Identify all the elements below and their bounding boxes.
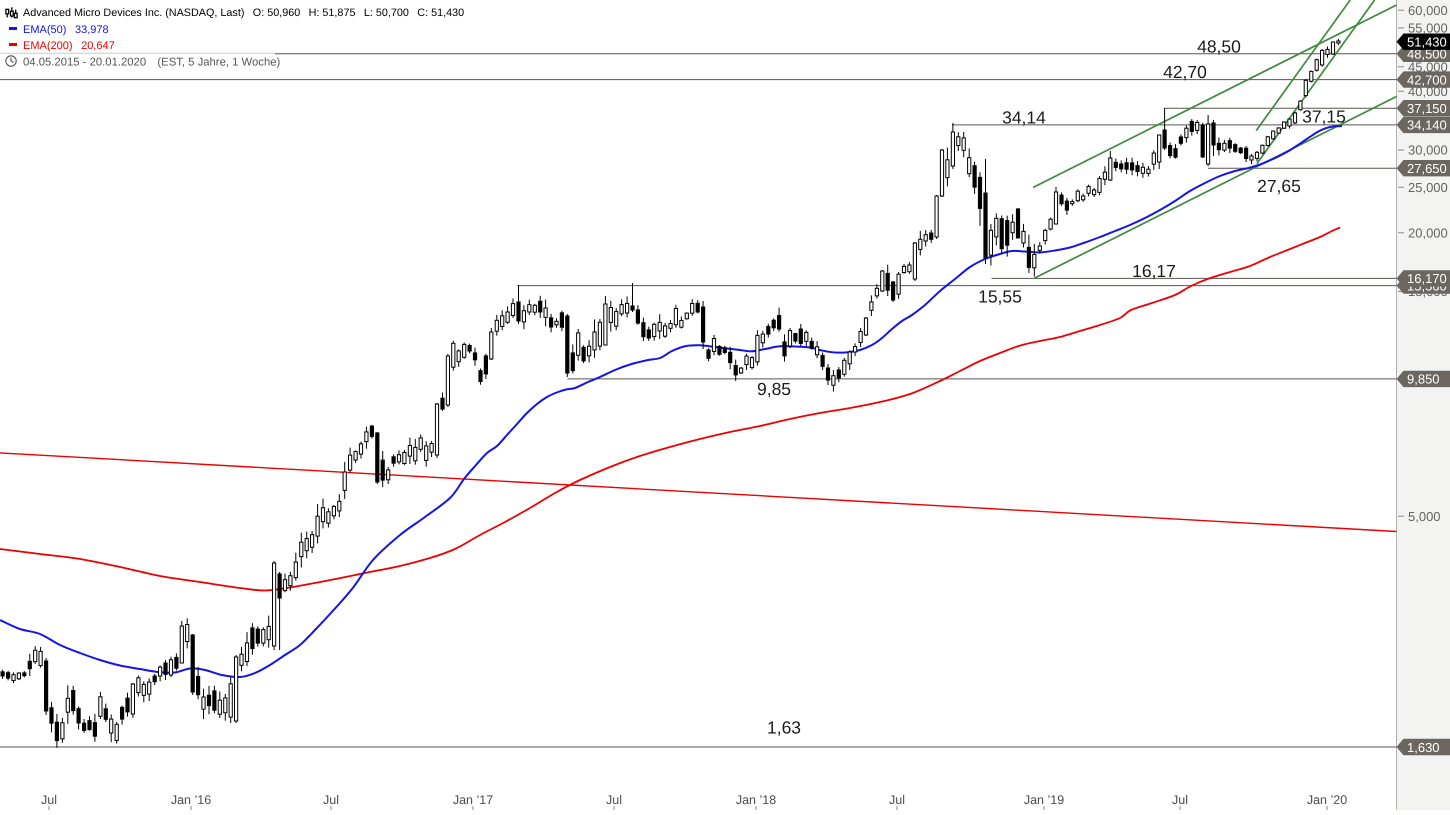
svg-text:37,150: 37,150 (1407, 101, 1447, 116)
svg-text:1,630: 1,630 (1407, 740, 1440, 755)
svg-text:Jul: Jul (323, 793, 339, 807)
svg-text:Jan ’20: Jan ’20 (1307, 793, 1347, 807)
svg-text:30,000: 30,000 (1408, 143, 1448, 158)
svg-text:Jan ’17: Jan ’17 (453, 793, 493, 807)
svg-text:9,85: 9,85 (757, 379, 791, 399)
svg-text:1,63: 1,63 (767, 718, 801, 738)
svg-text:Jan ’16: Jan ’16 (171, 793, 211, 807)
svg-text:60,000: 60,000 (1408, 3, 1448, 18)
svg-text:EMA(50) 33,978: EMA(50) 33,978 (23, 24, 109, 36)
svg-text:04.05.2015 - 20.01.2020 (EST,: 04.05.2015 - 20.01.2020 (EST, 5 Jahre, 1… (23, 57, 281, 69)
svg-text:5,000: 5,000 (1408, 509, 1441, 524)
svg-text:42,70: 42,70 (1163, 62, 1207, 82)
svg-text:37,15: 37,15 (1302, 107, 1346, 127)
svg-text:16,17: 16,17 (1132, 261, 1176, 281)
svg-text:Jul: Jul (1172, 793, 1188, 807)
svg-text:Jul: Jul (889, 793, 905, 807)
svg-text:42,700: 42,700 (1407, 72, 1447, 87)
svg-text:20,000: 20,000 (1408, 225, 1448, 240)
svg-text:51,430: 51,430 (1407, 35, 1447, 50)
svg-text:16,170: 16,170 (1407, 271, 1447, 286)
svg-text:15,55: 15,55 (978, 287, 1022, 307)
svg-text:9,850: 9,850 (1407, 372, 1440, 387)
svg-text:Jan ’19: Jan ’19 (1024, 793, 1064, 807)
svg-text:EMA(200) 20,647: EMA(200) 20,647 (23, 40, 115, 52)
svg-text:Jan ’18: Jan ’18 (736, 793, 776, 807)
svg-text:34,14: 34,14 (1002, 108, 1046, 128)
svg-text:34,140: 34,140 (1407, 118, 1447, 133)
svg-text:Jul: Jul (41, 793, 57, 807)
svg-text:55,000: 55,000 (1408, 21, 1448, 36)
svg-text:25,000: 25,000 (1408, 180, 1448, 195)
svg-text:Advanced Micro Devices Inc. (N: Advanced Micro Devices Inc. (NASDAQ, Las… (23, 7, 464, 19)
svg-text:27,65: 27,65 (1257, 176, 1301, 196)
svg-text:48,50: 48,50 (1197, 37, 1241, 57)
svg-text:Jul: Jul (606, 793, 622, 807)
svg-text:27,650: 27,650 (1407, 161, 1447, 176)
